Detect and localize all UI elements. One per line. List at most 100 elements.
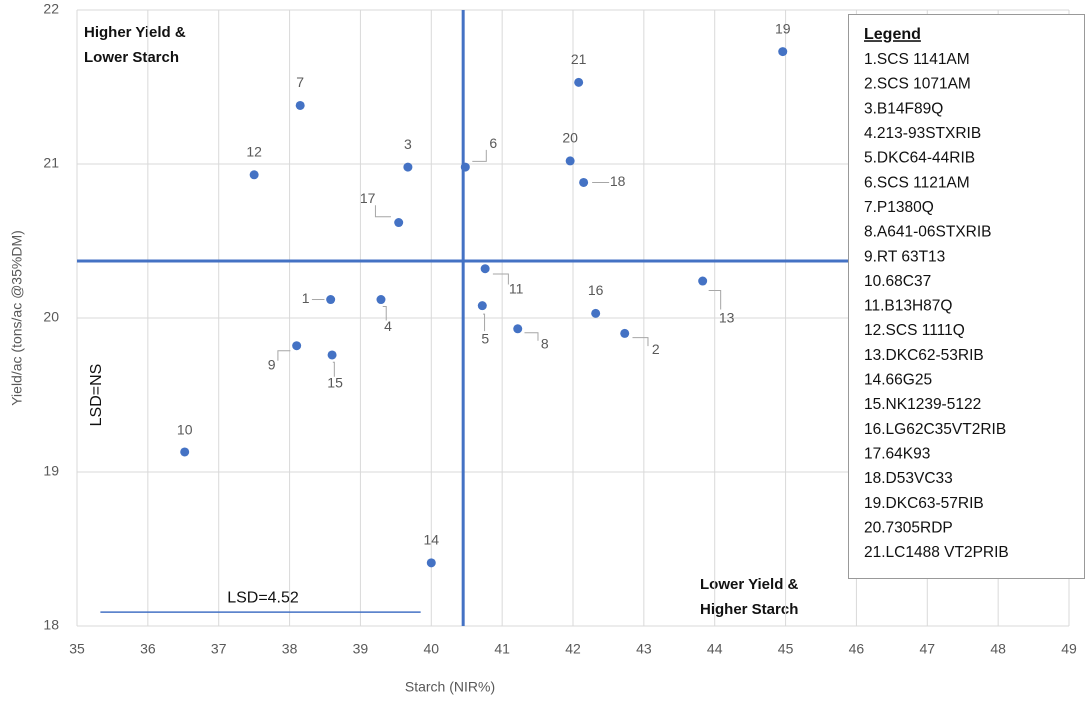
quadrant-label: Higher Yield & bbox=[84, 24, 186, 41]
x-tick-label: 38 bbox=[282, 641, 298, 657]
data-point bbox=[579, 177, 589, 187]
lsd-y-label: LSD=NS bbox=[88, 364, 105, 427]
point-label: 19 bbox=[775, 20, 791, 36]
x-tick-label: 36 bbox=[140, 641, 156, 657]
legend-item: 2.SCS 1071AM bbox=[864, 76, 971, 93]
leader-line bbox=[632, 337, 649, 347]
legend-item: 9.RT 63T13 bbox=[864, 248, 945, 265]
x-tick-label: 41 bbox=[494, 641, 510, 657]
point-label: 16 bbox=[588, 282, 604, 298]
point-label: 6 bbox=[489, 135, 497, 151]
point-label: 14 bbox=[423, 532, 439, 548]
leader-line bbox=[332, 361, 335, 377]
point-label: 13 bbox=[719, 310, 735, 326]
x-axis-title: Starch (NIR%) bbox=[405, 679, 495, 695]
legend-item: 12.SCS 1111Q bbox=[864, 322, 965, 339]
legend-item: 16.LG62C35VT2RIB bbox=[864, 421, 1006, 438]
x-tick-label: 37 bbox=[211, 641, 227, 657]
quadrant-label: Lower Starch bbox=[84, 49, 179, 66]
data-point bbox=[778, 47, 788, 57]
data-point bbox=[326, 295, 336, 305]
legend-item: 4.213-93STXRIB bbox=[864, 125, 981, 142]
leader-line bbox=[708, 290, 722, 310]
legend-item: 5.DKC64-44RIB bbox=[864, 150, 975, 167]
legend-item: 11.B13H87Q bbox=[864, 298, 952, 315]
point-label: 21 bbox=[571, 51, 587, 67]
data-point bbox=[460, 162, 470, 172]
data-point bbox=[327, 350, 337, 360]
point-label: 8 bbox=[541, 335, 549, 351]
y-tick-label: 20 bbox=[43, 309, 59, 325]
data-point bbox=[295, 100, 305, 110]
leader-line bbox=[492, 273, 509, 285]
legend-item: 18.D53VC33 bbox=[864, 470, 953, 487]
data-point bbox=[591, 308, 601, 318]
legend-item: 15.NK1239-5122 bbox=[864, 396, 981, 413]
x-tick-label: 49 bbox=[1061, 641, 1077, 657]
lsd-label: LSD=4.52 bbox=[227, 589, 299, 606]
x-tick-label: 44 bbox=[707, 641, 723, 657]
leader-line bbox=[472, 149, 487, 162]
point-label: 15 bbox=[327, 375, 343, 391]
data-point bbox=[394, 218, 404, 228]
x-tick-label: 42 bbox=[565, 641, 581, 657]
legend-item: 7.P1380Q bbox=[864, 199, 934, 216]
data-point bbox=[565, 156, 575, 166]
x-tick-label: 46 bbox=[849, 641, 865, 657]
x-tick-label: 40 bbox=[423, 641, 439, 657]
point-label: 2 bbox=[652, 341, 660, 357]
leader-line bbox=[277, 350, 291, 361]
quadrant-label: Higher Starch bbox=[700, 601, 798, 618]
legend-item: 21.LC1488 VT2PRIB bbox=[864, 544, 1009, 561]
data-point bbox=[376, 295, 386, 305]
legend-item: 10.68C37 bbox=[864, 273, 931, 290]
data-point bbox=[426, 558, 436, 568]
point-label: 5 bbox=[481, 330, 489, 346]
y-tick-label: 22 bbox=[43, 1, 59, 17]
point-label: 7 bbox=[296, 74, 304, 90]
point-label: 12 bbox=[246, 143, 262, 159]
data-point bbox=[477, 301, 487, 311]
legend-item: 1.SCS 1141AM bbox=[864, 51, 970, 68]
x-tick-label: 35 bbox=[69, 641, 85, 657]
legend-item: 19.DKC63-57RIB bbox=[864, 495, 984, 512]
x-tick-label: 47 bbox=[919, 641, 935, 657]
point-label: 10 bbox=[177, 422, 193, 438]
data-point bbox=[249, 170, 259, 180]
data-point bbox=[574, 77, 584, 87]
data-point bbox=[292, 341, 302, 351]
leader-line bbox=[524, 332, 539, 341]
legend-item: 3.B14F89Q bbox=[864, 100, 943, 117]
y-axis-title: Yield/ac (tons/ac @35%DM) bbox=[9, 230, 25, 406]
legend-item: 14.66G25 bbox=[864, 372, 932, 389]
point-label: 11 bbox=[509, 280, 524, 296]
legend-item: 13.DKC62-53RIB bbox=[864, 347, 984, 364]
point-label: 17 bbox=[360, 190, 376, 206]
legend-item: 20.7305RDP bbox=[864, 519, 953, 536]
legend-box bbox=[848, 14, 1085, 579]
legend-item: 17.64K93 bbox=[864, 445, 930, 462]
data-point bbox=[620, 328, 630, 338]
quadrant-label: Lower Yield & bbox=[700, 576, 799, 593]
legend-title: Legend bbox=[864, 26, 921, 43]
point-label: 20 bbox=[562, 130, 578, 146]
point-label: 9 bbox=[268, 356, 276, 372]
data-point bbox=[480, 264, 490, 274]
y-tick-label: 21 bbox=[43, 155, 59, 171]
data-point bbox=[513, 324, 523, 334]
x-tick-label: 43 bbox=[636, 641, 652, 657]
point-label: 3 bbox=[404, 136, 412, 152]
data-point bbox=[180, 447, 190, 457]
leader-line bbox=[483, 313, 486, 332]
point-label: 18 bbox=[610, 173, 626, 189]
x-tick-label: 45 bbox=[778, 641, 794, 657]
point-label: 4 bbox=[384, 318, 392, 334]
y-tick-label: 19 bbox=[43, 463, 59, 479]
leader-line bbox=[382, 306, 387, 321]
data-point bbox=[698, 276, 708, 286]
leader-line bbox=[374, 205, 391, 218]
x-tick-label: 48 bbox=[990, 641, 1006, 657]
data-point bbox=[403, 162, 413, 172]
